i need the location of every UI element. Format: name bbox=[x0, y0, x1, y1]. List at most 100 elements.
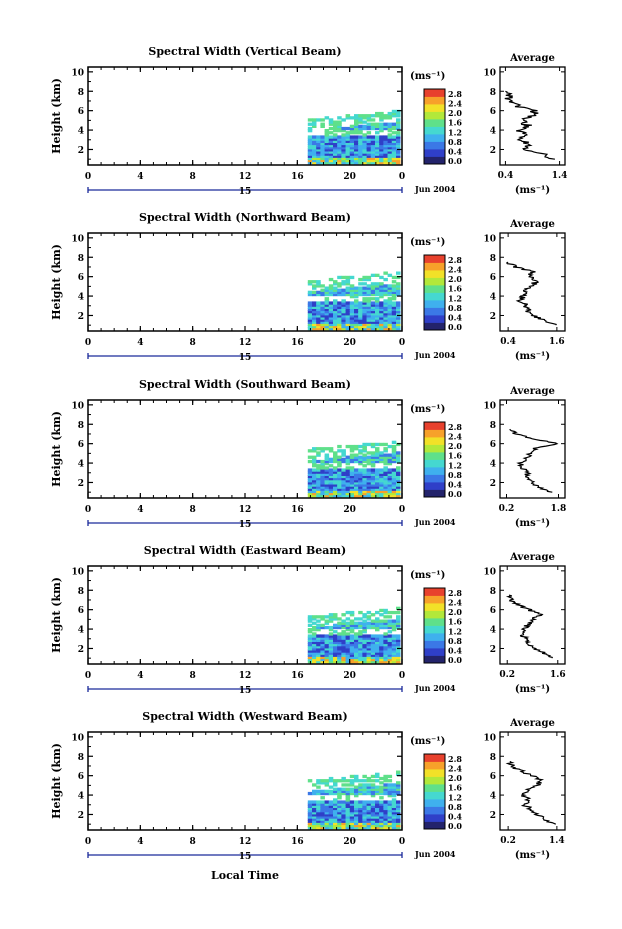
heatmap-cell bbox=[316, 316, 321, 320]
heatmap-cell bbox=[362, 114, 367, 118]
heatmap-cell bbox=[316, 647, 321, 651]
y-tick-label: 2 bbox=[78, 312, 84, 322]
heatmap-cell bbox=[366, 823, 372, 828]
heatmap-cell bbox=[307, 791, 313, 796]
heatmap-cell bbox=[358, 444, 363, 449]
heatmap-cell bbox=[341, 303, 346, 307]
heatmap-cell bbox=[312, 327, 317, 331]
heatmap-cell bbox=[375, 455, 380, 459]
heatmap-cell bbox=[316, 305, 321, 309]
heatmap-cell bbox=[358, 457, 363, 461]
heatmap-cell bbox=[324, 131, 330, 135]
heatmap-cell bbox=[354, 303, 359, 307]
heatmap-cell bbox=[387, 122, 393, 126]
heatmap-cell bbox=[320, 148, 325, 152]
heatmap-cell bbox=[366, 451, 372, 455]
heatmap-cell bbox=[358, 472, 363, 476]
heatmap-cell bbox=[370, 660, 376, 664]
panel-title: Spectral Width (Northward Beam) bbox=[139, 211, 351, 224]
colorbar-segment bbox=[424, 821, 445, 830]
average-profile-line bbox=[505, 760, 557, 825]
panel-title: Spectral Width (Southward Beam) bbox=[139, 378, 351, 391]
heatmap-cell bbox=[362, 307, 367, 312]
heatmap-cell bbox=[333, 783, 338, 787]
heatmap-cell bbox=[324, 466, 330, 470]
heatmap-cell bbox=[328, 619, 334, 623]
heatmap-cell bbox=[337, 479, 342, 483]
heatmap-cell bbox=[366, 118, 372, 122]
heatmap-cell bbox=[324, 783, 330, 787]
heatmap-cell bbox=[307, 643, 313, 647]
heatmap-cell bbox=[312, 139, 317, 143]
heatmap-cell bbox=[379, 305, 384, 309]
heatmap-cell bbox=[375, 651, 380, 655]
heatmap-cell bbox=[307, 651, 313, 655]
heatmap-cell bbox=[333, 491, 338, 496]
heatmap-cell bbox=[316, 640, 321, 645]
heatmap-cell bbox=[316, 320, 321, 324]
heatmap-cell bbox=[379, 307, 384, 312]
heatmap-cell bbox=[362, 303, 367, 307]
heatmap-cell bbox=[312, 135, 317, 139]
heatmap-cell bbox=[354, 811, 359, 815]
heatmap-cell bbox=[324, 651, 330, 655]
heatmap-cell bbox=[366, 299, 372, 303]
heatmap-cell bbox=[366, 124, 372, 128]
heatmap-cell bbox=[341, 653, 346, 657]
heatmap-cell bbox=[333, 457, 338, 461]
heatmap-cell bbox=[396, 802, 401, 806]
heatmap-cell bbox=[370, 122, 376, 126]
heatmap-cell bbox=[362, 494, 367, 498]
heatmap-cell bbox=[387, 811, 393, 815]
heatmap-cell bbox=[366, 310, 372, 314]
heatmap-cell bbox=[387, 453, 393, 457]
heatmap-cell bbox=[362, 301, 367, 305]
heatmap-cell bbox=[358, 292, 363, 297]
colorbar-tick-label: 2.8 bbox=[448, 754, 462, 764]
heatmap-cell bbox=[387, 789, 393, 793]
heatmap-cell bbox=[312, 284, 317, 288]
heatmap-cell bbox=[354, 649, 359, 653]
heatmap-cell bbox=[320, 324, 325, 329]
heatmap-cell bbox=[320, 649, 325, 653]
heatmap-cell bbox=[387, 826, 393, 830]
heatmap-cell bbox=[379, 802, 384, 806]
heatmap-cell bbox=[387, 470, 393, 474]
heatmap-cell bbox=[324, 817, 330, 821]
heatmap-cell bbox=[396, 290, 401, 294]
heatmap-cell bbox=[379, 619, 384, 623]
heatmap-cell bbox=[349, 303, 355, 307]
heatmap-cell bbox=[333, 623, 338, 627]
heatmap-cell bbox=[375, 817, 380, 821]
heatmap-cell bbox=[391, 139, 397, 143]
heatmap-cell bbox=[358, 783, 363, 787]
heatmap-cell bbox=[333, 290, 338, 294]
heatmap-cell bbox=[324, 625, 330, 630]
heatmap-cell bbox=[375, 655, 380, 660]
heatmap-cell bbox=[345, 275, 351, 280]
heatmap-cell bbox=[354, 787, 359, 791]
heatmap-cell bbox=[307, 472, 313, 476]
heatmap-cell bbox=[366, 479, 372, 483]
heatmap-cell bbox=[379, 481, 384, 485]
heatmap-cell bbox=[349, 455, 355, 459]
y-tick-label: 2 bbox=[78, 811, 84, 821]
heatmap-cell bbox=[324, 150, 330, 154]
heatmap-cell bbox=[316, 802, 321, 806]
heatmap-cell bbox=[362, 651, 367, 655]
heatmap-cell bbox=[366, 459, 372, 464]
heatmap-cell bbox=[383, 154, 388, 158]
heatmap-cell bbox=[349, 312, 355, 316]
heatmap-cell bbox=[341, 327, 346, 331]
heatmap-cell bbox=[307, 617, 313, 621]
heatmap-cell bbox=[354, 800, 359, 804]
heatmap-cell bbox=[320, 135, 325, 139]
heatmap-cell bbox=[396, 479, 401, 483]
heatmap-cell bbox=[345, 152, 351, 156]
heatmap-cell bbox=[362, 783, 367, 787]
heatmap-cell bbox=[307, 811, 313, 815]
x-tick-label: 20 bbox=[343, 172, 356, 182]
heatmap-cell bbox=[387, 322, 393, 327]
heatmap-cell bbox=[383, 774, 388, 779]
heatmap-cell bbox=[349, 301, 355, 305]
